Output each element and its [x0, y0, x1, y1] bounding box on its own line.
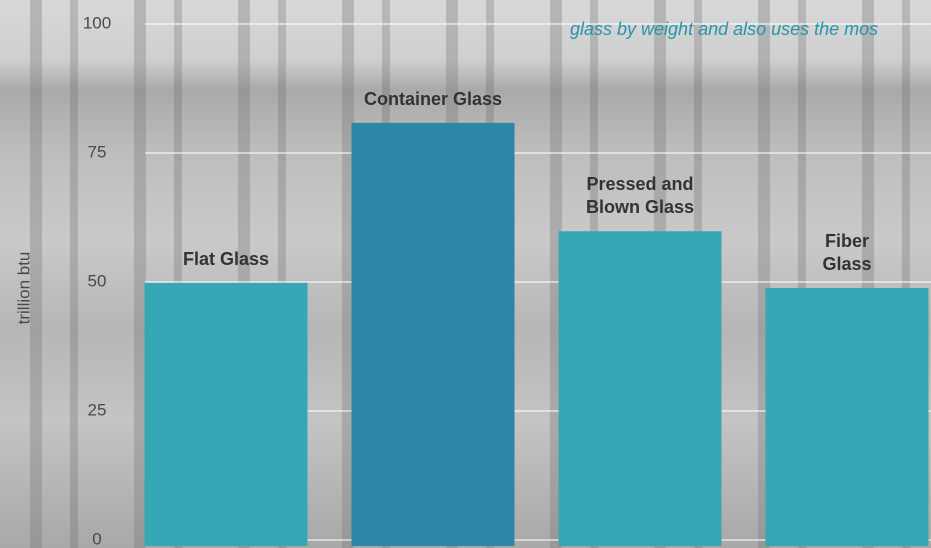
- annotation: glass by weight and also uses the mos: [570, 19, 879, 39]
- bar: [558, 231, 722, 547]
- y-tick-label: 50: [88, 271, 107, 290]
- category-label: Pressed and Blown Glass: [585, 174, 695, 218]
- y-axis-label: trillion btu: [14, 252, 33, 325]
- bar: [351, 122, 515, 546]
- y-tick-label: 100: [83, 13, 111, 32]
- category-label: Container Glass: [363, 88, 503, 109]
- y-tick-label: 25: [88, 400, 107, 419]
- y-tick-label: 0: [92, 529, 101, 548]
- bar: [765, 288, 929, 546]
- category-label: Flat Glass: [182, 248, 270, 269]
- category-label: Fiber Glass: [822, 231, 872, 274]
- y-tick-label: 75: [88, 142, 107, 161]
- bar: [144, 282, 308, 546]
